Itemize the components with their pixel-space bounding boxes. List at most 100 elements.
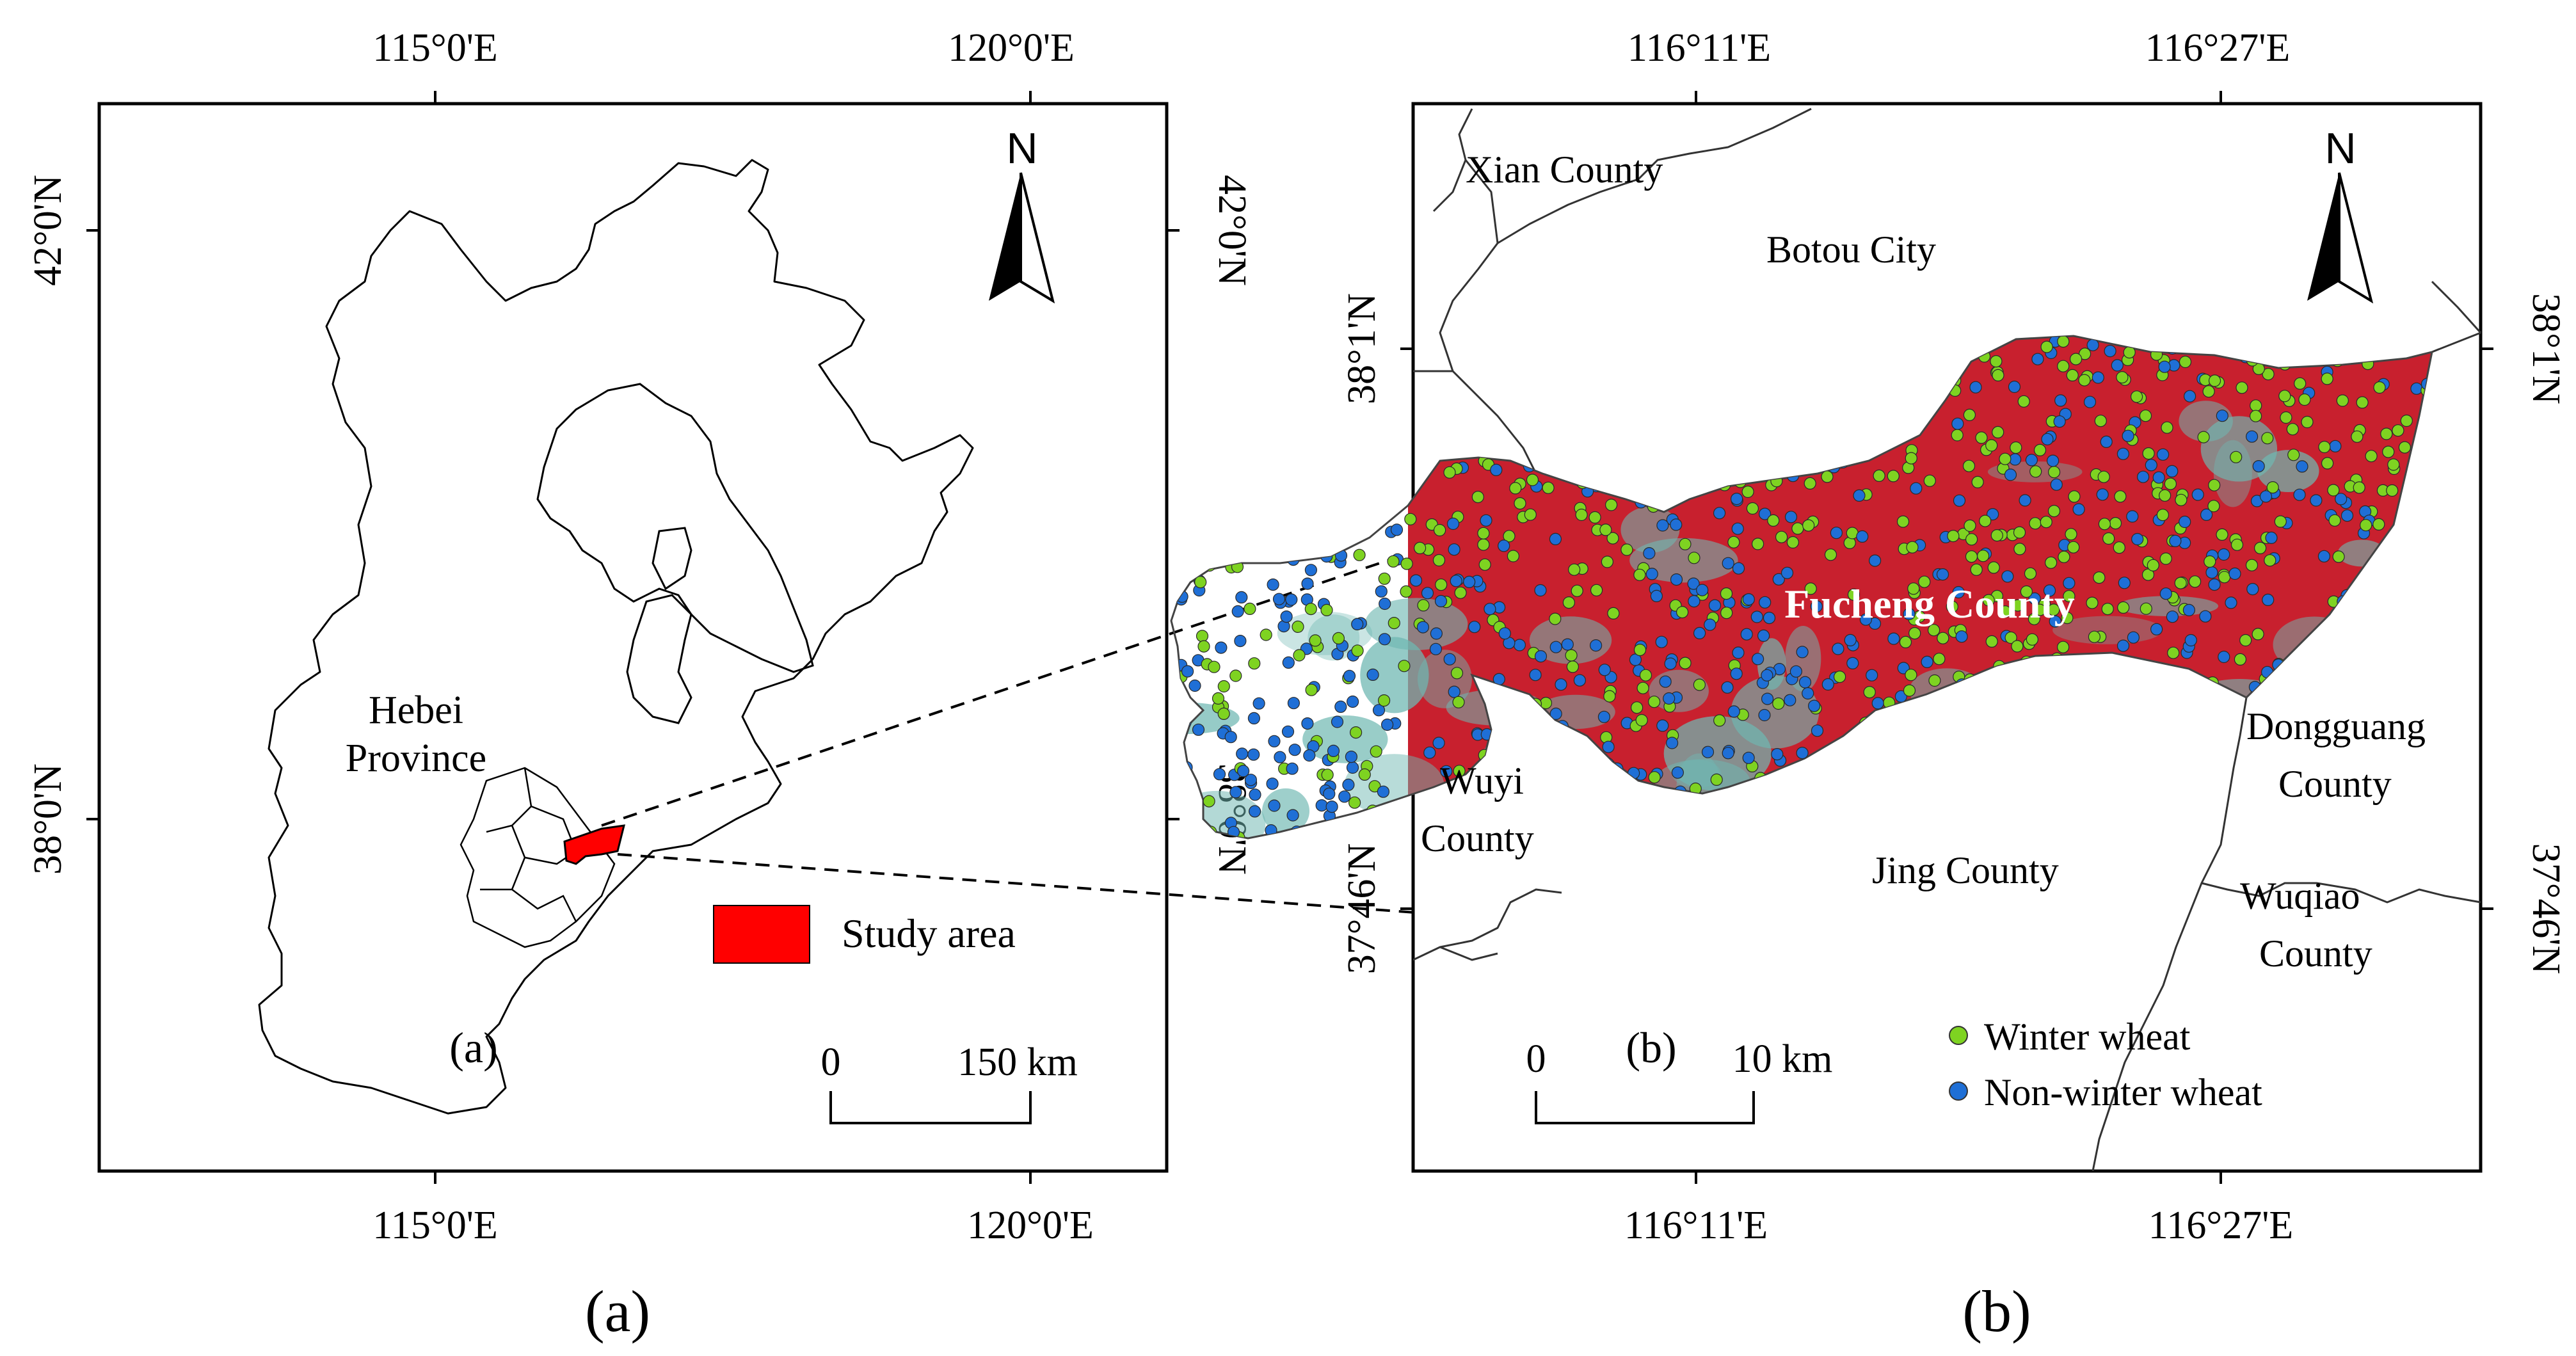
winter-wheat-point bbox=[1308, 514, 1321, 527]
non-winter-wheat-point bbox=[1534, 650, 1548, 663]
winter-wheat-point bbox=[2078, 374, 2091, 387]
non-winter-wheat-point bbox=[1693, 626, 1706, 640]
winter-wheat-point bbox=[2280, 411, 2292, 424]
non-winter-wheat-point bbox=[1448, 543, 1460, 556]
non-winter-wheat-point bbox=[2246, 582, 2259, 596]
winter-wheat-point bbox=[1304, 602, 1317, 616]
beijing-outline bbox=[536, 383, 814, 673]
non-winter-wheat-point bbox=[1307, 349, 1320, 362]
winter-wheat-point bbox=[2262, 368, 2275, 381]
winter-wheat-point bbox=[1896, 515, 1910, 528]
winter-wheat-point bbox=[1648, 696, 1661, 708]
winter-wheat-point bbox=[2057, 336, 2070, 348]
winter-wheat-point bbox=[1710, 773, 1723, 786]
non-winter-wheat-point bbox=[1327, 744, 1340, 758]
non-winter-wheat-point bbox=[1490, 463, 1503, 477]
winter-wheat-point bbox=[1676, 605, 1689, 619]
panel-a-scale-bar: 0 150 km bbox=[821, 1041, 1078, 1124]
winter-wheat-point bbox=[2147, 559, 2159, 571]
label-xian-county: Xian County bbox=[1466, 148, 1663, 191]
non-winter-wheat-point bbox=[2259, 490, 2273, 503]
non-winter-wheat-point bbox=[1758, 708, 1771, 722]
non-winter-wheat-point bbox=[1513, 639, 1526, 651]
non-winter-wheat-point bbox=[2100, 435, 2113, 449]
winter-wheat-point bbox=[2398, 441, 2411, 454]
non-winter-wheat-point bbox=[1278, 491, 1292, 505]
non-winter-wheat-point bbox=[2205, 566, 2218, 579]
non-winter-wheat-point bbox=[1287, 553, 1300, 566]
non-winter-wheat-point bbox=[1846, 657, 1859, 670]
winter-wheat-point bbox=[1693, 678, 1706, 691]
winter-wheat-point bbox=[2216, 528, 2228, 541]
non-winter-wheat-point bbox=[1252, 697, 1265, 710]
non-winter-wheat-point bbox=[2340, 509, 2354, 522]
winter-wheat-point bbox=[1215, 411, 1228, 424]
label-wuqiao-2: County bbox=[2259, 932, 2372, 975]
imagery-patch bbox=[1267, 392, 1318, 460]
non-winter-wheat-point bbox=[1421, 587, 1434, 600]
non-winter-wheat-point bbox=[1205, 363, 1219, 377]
non-winter-wheat-point bbox=[1670, 573, 1683, 586]
winter-wheat-point bbox=[2159, 489, 2172, 502]
winter-wheat-point bbox=[1752, 538, 1764, 550]
panel-a-ticks bbox=[86, 91, 1180, 1184]
non-winter-wheat-point bbox=[1272, 593, 1286, 605]
winter-wheat-point bbox=[1400, 474, 1413, 487]
winter-wheat-point bbox=[2261, 432, 2274, 445]
winter-wheat-point bbox=[1181, 369, 1195, 381]
winter-wheat-point bbox=[1240, 484, 1253, 497]
non-winter-wheat-point bbox=[2335, 493, 2348, 506]
caption-b: (b) bbox=[1962, 1279, 2031, 1344]
panel-b-label-right-lower: 37°46'N bbox=[2524, 843, 2568, 975]
winter-wheat-point bbox=[2208, 374, 2221, 387]
non-winter-wheat-point bbox=[2179, 515, 2191, 529]
winter-wheat-point bbox=[1217, 707, 1230, 721]
non-winter-wheat-point bbox=[1597, 710, 1610, 723]
winter-wheat-point bbox=[2372, 518, 2385, 531]
winter-wheat-point bbox=[2382, 445, 2395, 458]
non-winter-wheat-point bbox=[1423, 746, 1436, 759]
winter-wheat-point bbox=[1575, 508, 1588, 522]
winter-wheat-point bbox=[2012, 599, 2024, 612]
panel-b-label-top-left: 116°11'E bbox=[1628, 26, 1771, 70]
non-winter-wheat-point bbox=[2001, 570, 2014, 583]
winter-wheat-point bbox=[1341, 821, 1354, 834]
panel-a-label-right-upper: 42°0'N bbox=[1210, 175, 1254, 286]
non-winter-wheat-point bbox=[2166, 610, 2179, 623]
non-winter-wheat-point bbox=[1443, 653, 1456, 666]
winter-wheat-point bbox=[2102, 532, 2115, 545]
winter-wheat-point bbox=[1347, 467, 1360, 480]
winter-wheat-point bbox=[2400, 414, 2413, 427]
non-winter-wheat-point bbox=[1752, 653, 1764, 666]
legend-non-winter-wheat-label: Non-winter wheat bbox=[1984, 1071, 2262, 1113]
winter-wheat-point bbox=[1947, 529, 1960, 543]
winter-wheat-point bbox=[2011, 640, 2024, 653]
non-winter-wheat-point bbox=[1274, 751, 1286, 763]
non-winter-wheat-point bbox=[1903, 607, 1916, 621]
winter-wheat-point bbox=[1607, 607, 1620, 620]
winter-wheat-point bbox=[1320, 603, 1333, 617]
winter-wheat-point bbox=[1392, 408, 1405, 421]
non-winter-wheat-point bbox=[1871, 697, 1884, 710]
non-winter-wheat-point bbox=[1789, 665, 1802, 678]
winter-wheat-point bbox=[2356, 396, 2369, 409]
winter-wheat-point bbox=[1946, 600, 1958, 613]
winter-wheat-point bbox=[1292, 620, 1304, 634]
non-winter-wheat-point bbox=[1772, 573, 1785, 586]
non-winter-wheat-point bbox=[1345, 750, 1357, 763]
winter-wheat-point bbox=[2028, 612, 2040, 625]
label-wuqiao-1: Wuqiao bbox=[2240, 875, 2360, 917]
non-winter-wheat-point bbox=[1796, 646, 1809, 658]
winter-wheat-point bbox=[2063, 589, 2076, 603]
non-winter-wheat-point bbox=[2096, 488, 2109, 501]
winter-wheat-point bbox=[1971, 475, 1984, 489]
winter-wheat-point bbox=[2159, 552, 2172, 565]
winter-wheat-point bbox=[1802, 519, 1815, 532]
non-winter-wheat-point bbox=[1859, 613, 1872, 626]
non-winter-wheat-point bbox=[1910, 482, 1923, 495]
non-winter-wheat-point bbox=[1432, 737, 1445, 749]
winter-wheat-point bbox=[1965, 533, 1978, 546]
winter-wheat-point bbox=[1648, 771, 1661, 784]
non-winter-wheat-point bbox=[2043, 584, 2056, 597]
non-winter-wheat-point bbox=[1176, 336, 1190, 348]
